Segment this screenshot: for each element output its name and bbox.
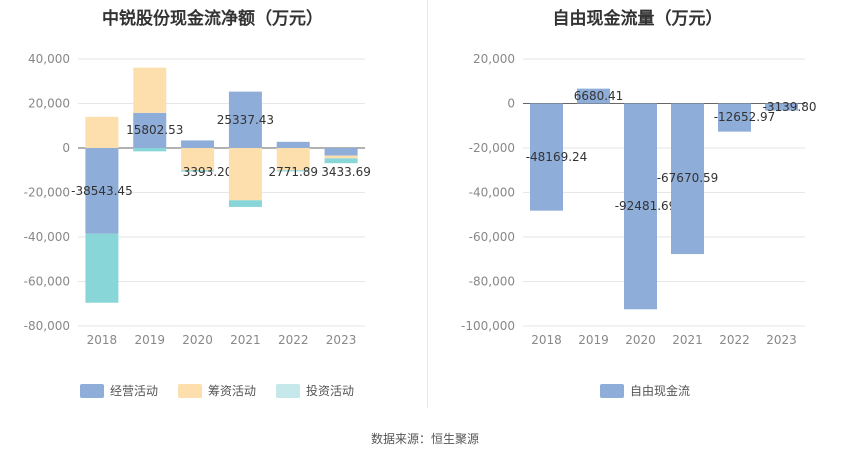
y-tick-label: -100,000 (461, 319, 515, 333)
y-tick-label: 0 (507, 97, 515, 111)
panel-divider (427, 0, 428, 408)
x-tick-label-2021: 2021 (230, 333, 261, 347)
data-label-2023: -3139.80 (763, 100, 817, 114)
legend-label-operating: 经营活动 (110, 384, 159, 398)
bar-自由现金流-2020 (624, 103, 657, 310)
bar-投资活动-2021 (228, 200, 262, 207)
x-tick-label-2018: 2018 (87, 333, 118, 347)
legend-swatch-financing (178, 383, 203, 398)
x-tick-label-2021: 2021 (672, 333, 703, 347)
legend-item-free-cash-flow[interactable]: 自由现金流 (600, 382, 690, 399)
cash-flow-chart-title: 中锐股份现金流净额（万元） (102, 9, 323, 29)
legend-item-operating[interactable]: 经营活动 (80, 382, 158, 399)
x-tick-label-2019: 2019 (134, 333, 165, 347)
bar-投资活动-2018 (85, 233, 119, 303)
cash-flow-legend: 经营活动 筹资活动 投资活动 (80, 382, 374, 399)
free-cash-flow-chart-panel: 自由现金流量（万元） -100,000 -80,000 -60,000 -40,000… (425, 0, 850, 410)
data-label-2022: 2771.89 (268, 165, 318, 179)
cash-flow-chart-panel: 中锐股份现金流净额（万元） -80,000 -60,000 -40,000 -20,0… (0, 0, 425, 410)
legend-label-investing: 投资活动 (306, 384, 355, 398)
bar-筹资活动-2023 (324, 155, 358, 159)
x-tick-label-2023: 2023 (326, 333, 357, 347)
legend-item-investing[interactable]: 投资活动 (276, 382, 354, 399)
y-tick-label: 40,000 (28, 52, 70, 66)
y-tick-label: 0 (62, 141, 70, 155)
data-label-2021: -67670.59 (657, 171, 719, 185)
y-tick-label: -60,000 (24, 275, 70, 289)
free-cash-flow-chart-title: 自由现金流量（万元） (552, 9, 723, 29)
bar-筹资活动-2021 (228, 148, 262, 201)
bar-投资活动-2020 (181, 170, 215, 172)
y-tick-label: -60,000 (469, 230, 515, 244)
y-tick-label: -20,000 (24, 186, 70, 200)
bar-经营活动-2021 (228, 91, 262, 148)
y-tick-label: -80,000 (469, 275, 515, 289)
x-tick-label-2018: 2018 (531, 333, 562, 347)
bar-经营活动-2018 (85, 148, 119, 234)
legend-swatch-operating (80, 383, 104, 398)
bar-经营活动-2022 (276, 141, 310, 148)
y-tick-label: 20,000 (28, 97, 70, 111)
bar-自由现金流-2021 (671, 103, 704, 255)
bar-投资活动-2019 (133, 148, 167, 152)
x-tick-label-2022: 2022 (719, 333, 750, 347)
data-label-2021: 25337.43 (217, 113, 274, 127)
legend-swatch-free-cash-flow (600, 383, 624, 398)
data-label-2019: 15802.53 (126, 123, 183, 137)
bar-自由现金流-2022 (718, 103, 751, 132)
y-tick-label: 20,000 (473, 52, 515, 66)
x-tick-label-2023: 2023 (766, 333, 797, 347)
y-tick-label: -40,000 (469, 186, 515, 200)
bar-筹资活动-2019 (133, 67, 167, 113)
data-label-2022: -12652.97 (714, 110, 776, 124)
data-label-2020: 3393.20 (183, 165, 233, 179)
cash-flow-chart: -80,000 -60,000 -40,000 -20,000 0 20,000 40,00… (24, 52, 371, 347)
data-label-2018: -48169.24 (526, 150, 588, 164)
legend-item-financing[interactable]: 筹资活动 (178, 382, 256, 399)
data-label-2018: -38543.45 (71, 184, 133, 198)
legend-label-free-cash-flow: 自由现金流 (630, 384, 691, 398)
bar-自由现金流-2023 (765, 103, 798, 111)
data-source: 数据来源：恒生聚源 (370, 432, 479, 446)
free-cash-flow-chart: -100,000 -80,000 -60,000 -40,000 -20,000 0 20,… (461, 52, 817, 347)
y-tick-label: -80,000 (24, 319, 70, 333)
x-tick-label-2020: 2020 (625, 333, 656, 347)
y-tick-label: -20,000 (469, 141, 515, 155)
bar-自由现金流-2019 (577, 88, 610, 104)
legend-label-financing: 筹资活动 (208, 384, 257, 398)
bar-投资活动-2023 (324, 158, 358, 164)
bar-投资活动-2022 (276, 170, 310, 172)
bar-筹资活动-2018 (85, 116, 119, 148)
bar-经营活动-2019 (133, 112, 167, 148)
x-tick-label-2019: 2019 (578, 333, 609, 347)
y-tick-label: -40,000 (24, 230, 70, 244)
bar-筹资活动-2020 (181, 148, 215, 171)
legend-swatch-investing (276, 383, 301, 398)
free-cash-flow-legend: 自由现金流 (600, 382, 710, 399)
x-tick-label-2022: 2022 (278, 333, 309, 347)
x-tick-label-2020: 2020 (182, 333, 213, 347)
bar-经营活动-2023 (324, 148, 358, 156)
bar-自由现金流-2018 (530, 103, 563, 211)
data-label-2020: -92481.69 (615, 199, 677, 213)
data-label-2019: 6680.41 (574, 89, 624, 103)
bar-经营活动-2020 (181, 140, 215, 148)
bar-筹资活动-2022 (276, 148, 310, 171)
data-label-2023: 3433.69 (321, 165, 371, 179)
